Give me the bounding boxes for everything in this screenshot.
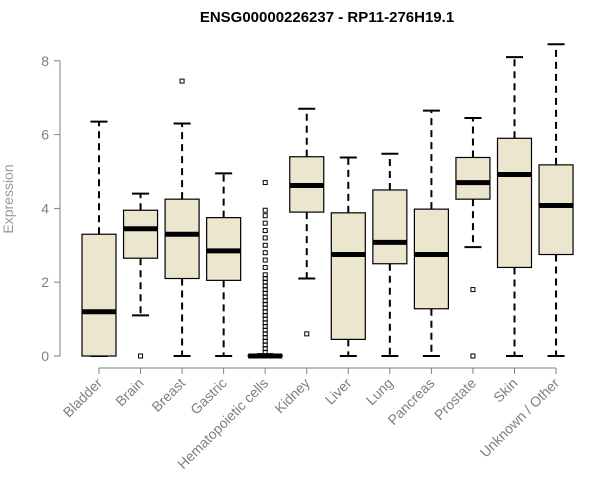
y-axis: 0 2 4 6 8 [41, 53, 61, 364]
box-hematopoietic-cells [247, 180, 283, 359]
x-tick-label: Unknown / Other [477, 375, 563, 461]
y-tick-label: 2 [41, 274, 49, 290]
box-kidney [289, 107, 325, 337]
x-tick-label: Brain [112, 375, 146, 409]
chart-title: ENSG00000226237 - RP11-276H19.1 [200, 9, 454, 26]
box-lung [372, 152, 408, 357]
box-iqr [372, 189, 408, 265]
outlier-point [262, 250, 268, 256]
outlier-point [262, 272, 268, 278]
y-axis-label: Expression [0, 164, 16, 233]
box-unknown-other [538, 43, 574, 357]
outlier-point [262, 264, 268, 270]
outlier-point [262, 213, 268, 219]
box-iqr [455, 156, 491, 200]
outlier-point [262, 257, 268, 263]
x-tick-label: Lung [363, 375, 396, 408]
x-tick-label: Kidney [271, 375, 313, 417]
outlier-point [262, 220, 268, 226]
box-breast [164, 78, 200, 357]
x-tick-label: Bladder [60, 375, 106, 421]
outlier-point [304, 331, 310, 337]
box-iqr [330, 212, 366, 340]
outlier-point [179, 78, 185, 84]
box-iqr [413, 208, 449, 310]
y-tick-label: 8 [41, 53, 49, 69]
outlier-point [470, 287, 476, 293]
box-pancreas [413, 109, 449, 357]
y-tick-label: 0 [41, 348, 49, 364]
boxes-group [81, 43, 574, 359]
y-tick-label: 6 [41, 127, 49, 143]
outlier-point [470, 353, 476, 359]
box-prostate [455, 116, 491, 359]
box-brain [122, 192, 159, 359]
box-iqr [81, 233, 117, 357]
y-tick-label: 4 [41, 200, 49, 216]
outlier-point [262, 228, 268, 234]
outlier-point [262, 242, 268, 248]
x-tick-label: Breast [148, 375, 188, 415]
box-iqr [122, 209, 159, 259]
x-tick-label: Skin [490, 375, 521, 406]
box-iqr [164, 198, 200, 280]
outlier-point [262, 180, 268, 186]
box-skin [496, 56, 533, 357]
box-liver [330, 156, 366, 357]
box-iqr [538, 164, 574, 256]
box-gastric [206, 172, 242, 357]
x-tick-label: Liver [322, 375, 355, 408]
outlier-point [262, 207, 268, 213]
x-tick-label: Prostate [431, 375, 479, 423]
outlier-point [262, 235, 268, 241]
box-iqr [496, 137, 533, 269]
outlier-point [138, 353, 144, 359]
box-bladder [81, 120, 117, 357]
